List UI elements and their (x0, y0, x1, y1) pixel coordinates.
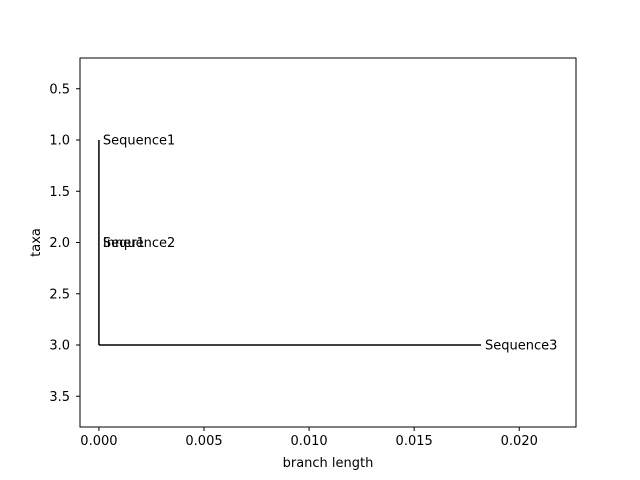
x-tick-label: 0.010 (290, 434, 327, 449)
y-tick-label: 2.5 (49, 287, 70, 302)
taxon-label: Sequence2 (103, 236, 175, 251)
taxon-label: Sequence3 (485, 339, 557, 354)
y-axis-label: taxa (29, 228, 44, 257)
y-tick-label: 1.0 (49, 134, 70, 149)
x-axis-label: branch length (283, 456, 374, 471)
y-tick-label: 3.5 (49, 390, 70, 405)
x-tick-label: 0.015 (396, 434, 433, 449)
y-tick-label: 0.5 (49, 82, 70, 97)
x-axis-ticks: 0.000 0.005 0.010 0.015 0.020 (80, 427, 538, 449)
y-axis-ticks: 0.5 1.0 1.5 2.0 2.5 3.0 3.5 (49, 82, 80, 405)
taxon-label: Inner1 (103, 236, 145, 251)
branch-group (98, 140, 482, 346)
y-tick-label: 2.0 (49, 236, 70, 251)
taxon-label: Sequence1 (103, 134, 175, 149)
x-tick-label: 0.000 (80, 434, 117, 449)
y-tick-label: 3.0 (49, 339, 70, 354)
y-tick-label: 1.5 (49, 185, 70, 200)
x-tick-label: 0.005 (185, 434, 222, 449)
x-tick-label: 0.020 (501, 434, 538, 449)
